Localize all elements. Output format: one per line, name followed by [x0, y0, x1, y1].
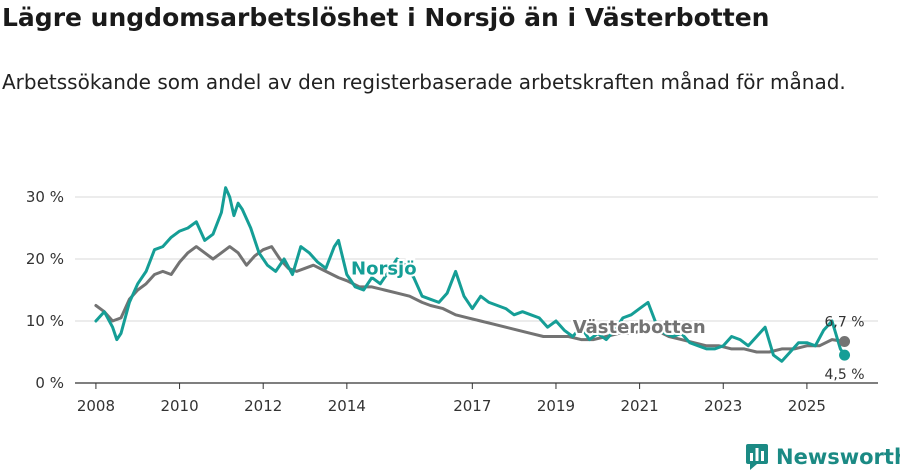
x-tick-label: 2025 — [788, 397, 826, 415]
series-line-norsjö — [94, 186, 846, 363]
x-tick-label: 2008 — [77, 397, 115, 415]
x-tick-label: 2021 — [621, 397, 659, 415]
y-tick-label: 10 % — [26, 312, 64, 330]
end-label-norsjö: 4,5 % — [825, 367, 865, 383]
chart-title: Lägre ungdomsarbetslöshet i Norsjö än i … — [2, 3, 770, 32]
end-point-norsjö — [839, 349, 851, 361]
y-tick-label: 0 % — [35, 374, 64, 392]
x-tick-label: 2012 — [244, 397, 282, 415]
end-label-västerbotten: 6,7 % — [825, 314, 865, 330]
x-tick-label: 2019 — [537, 397, 575, 415]
brand-name: Newsworthy — [776, 445, 900, 469]
end-point-västerbotten — [839, 335, 851, 347]
x-tick-label: 2017 — [453, 397, 491, 415]
x-tick-label: 2014 — [328, 397, 366, 415]
chart-subtitle: Arbetssökande som andel av den registerb… — [2, 70, 846, 94]
y-tick-label: 30 % — [26, 188, 64, 206]
x-tick-label: 2010 — [160, 397, 198, 415]
x-tick-label: 2023 — [704, 397, 742, 415]
series-label-västerbotten: Västerbotten — [573, 317, 706, 338]
brand-logo: Newsworthy — [745, 442, 900, 472]
series-label-norsjö: Norsjö — [351, 258, 417, 279]
newsworthy-icon — [746, 444, 768, 470]
series-line-västerbotten — [94, 245, 846, 354]
y-tick-label: 20 % — [26, 250, 64, 268]
